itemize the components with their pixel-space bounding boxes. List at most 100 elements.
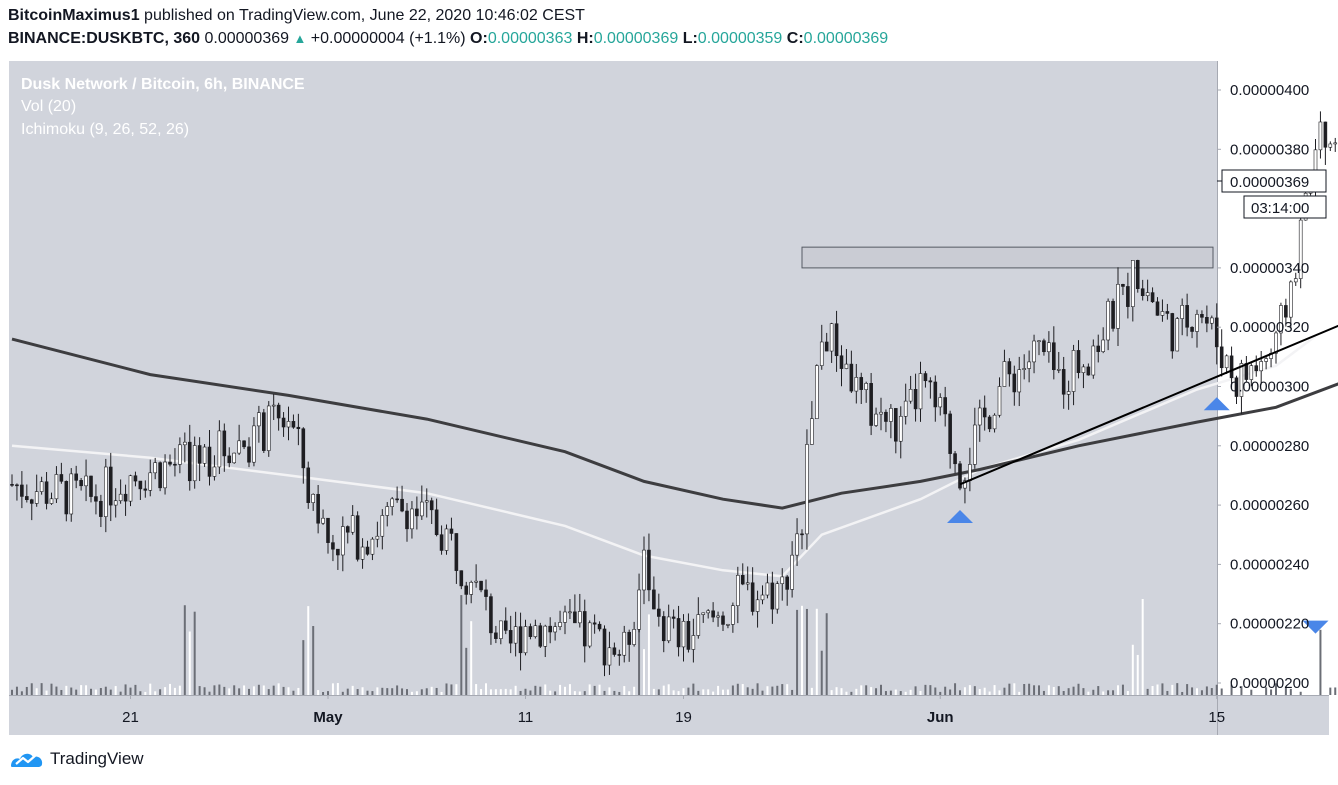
candle [508, 615, 513, 654]
candle [237, 424, 241, 455]
volume-bar [302, 640, 305, 695]
volume-bar [243, 685, 246, 695]
candle [810, 401, 814, 445]
volume-bar [1215, 684, 1218, 695]
candle [637, 573, 641, 633]
volume-bar [707, 689, 710, 695]
volume-bar [1047, 685, 1050, 695]
candle [987, 415, 992, 433]
candle [1274, 330, 1278, 364]
tradingview-brand[interactable]: TradingView [50, 749, 144, 768]
volume-bar [564, 686, 566, 695]
volume-bar [568, 684, 571, 695]
volume-bar [1186, 684, 1189, 695]
candle [958, 460, 962, 491]
time-scale-area[interactable] [9, 695, 1329, 735]
volume-bar [223, 686, 226, 695]
candle [84, 459, 88, 502]
volume-bar [1196, 688, 1198, 695]
volume-bar [756, 683, 759, 695]
volume-bar [623, 686, 626, 695]
volume-bar [356, 689, 359, 695]
volume-bar [1028, 683, 1031, 695]
volume-bar [549, 690, 552, 695]
plot-area[interactable] [9, 61, 1217, 695]
candle [385, 502, 390, 527]
volume-bar [1220, 688, 1223, 695]
candle [1121, 283, 1125, 296]
candle [1229, 346, 1234, 388]
candle [489, 593, 493, 645]
volume-bar [341, 691, 344, 695]
legend-title[interactable]: Dusk Network / Bitcoin, 6h, BINANCE [21, 76, 305, 93]
candle [928, 377, 933, 399]
author-name[interactable]: BitcoinMaximus1 [8, 7, 140, 24]
candle [29, 498, 34, 521]
volume-bar [70, 687, 73, 695]
volume-bar [751, 688, 754, 695]
candle [286, 406, 291, 441]
volume-bar [1235, 683, 1238, 695]
volume-bar [554, 691, 557, 695]
candle [533, 619, 538, 639]
volume-bar [410, 691, 413, 695]
candle [607, 631, 612, 675]
candle [770, 571, 775, 624]
candle [997, 377, 1002, 418]
candle [266, 401, 271, 457]
volume-bar [544, 684, 547, 695]
candle [1234, 375, 1239, 405]
volume-bar [1117, 685, 1119, 695]
candle [429, 497, 434, 524]
volume-layer [11, 595, 1337, 695]
candle [1175, 316, 1180, 352]
legend-ichimoku[interactable]: Ichimoku (9, 26, 52, 26) [21, 121, 189, 138]
volume-bar [682, 688, 685, 695]
candle [44, 472, 49, 510]
volume-bar [386, 688, 389, 695]
volume-bar [1077, 683, 1080, 695]
candle [301, 427, 306, 484]
volume-bar [252, 686, 255, 695]
candle [202, 444, 207, 467]
volume-bar [159, 689, 162, 695]
candle [819, 324, 824, 370]
candle [1135, 259, 1140, 293]
volume-bar [880, 684, 882, 695]
volume-bar [381, 687, 384, 695]
candle [350, 505, 355, 535]
volume-bar [805, 608, 808, 695]
volume-bar [55, 686, 58, 695]
volume-bar [534, 685, 537, 695]
candle [1323, 121, 1328, 165]
candle [1160, 299, 1165, 322]
candle [168, 454, 172, 467]
volume-bar [420, 689, 423, 695]
volume-bar [1062, 691, 1065, 695]
candle [365, 540, 370, 556]
volume-bar [208, 691, 211, 695]
candle [123, 484, 128, 516]
volume-bar [796, 609, 799, 695]
volume-bar [1334, 687, 1337, 695]
candle [345, 525, 350, 544]
volume-bar [248, 688, 250, 695]
candle [913, 373, 918, 422]
volume-bar [618, 691, 621, 695]
volume-bar [317, 690, 320, 695]
candle [187, 424, 192, 491]
up-arrow-marker [947, 509, 973, 523]
volume-bar [657, 689, 660, 695]
candle [869, 372, 873, 436]
volume-bar [509, 689, 512, 695]
volume-bar [539, 686, 542, 695]
volume-bar [154, 691, 157, 695]
volume-bar [1171, 684, 1174, 695]
price-tick-label: 0.00000240 [1230, 556, 1309, 573]
volume-bar [894, 689, 897, 695]
volume-bar [638, 624, 641, 695]
candle [1061, 356, 1066, 409]
volume-bar [149, 683, 152, 695]
legend-volume[interactable]: Vol (20) [21, 98, 76, 115]
